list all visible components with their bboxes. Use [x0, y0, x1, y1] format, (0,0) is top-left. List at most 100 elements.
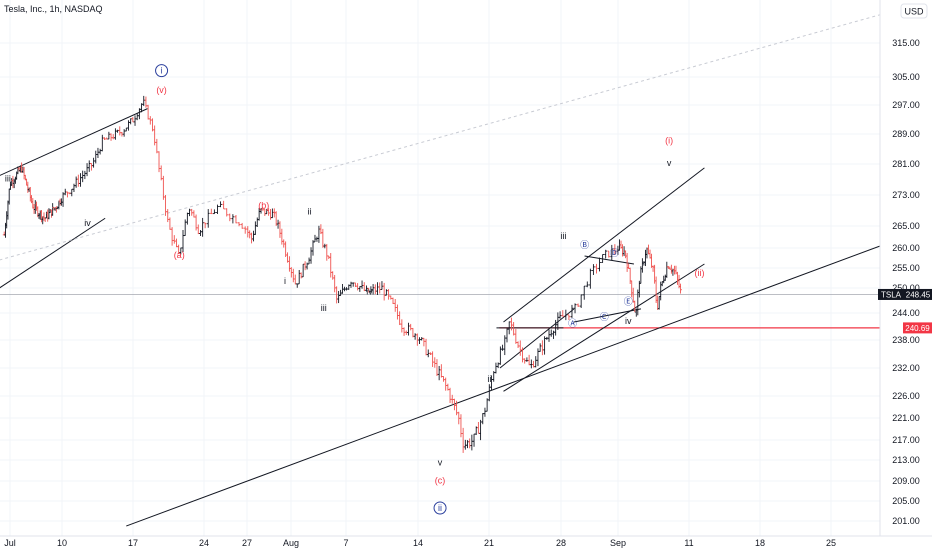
- triangle-upper: [584, 255, 635, 265]
- candle: [439, 364, 443, 378]
- candle: [373, 284, 377, 295]
- wave-label-text: Ⓓ: [610, 248, 619, 258]
- candle: [402, 327, 406, 336]
- candle: [333, 275, 337, 293]
- candle: [601, 254, 605, 263]
- price-tick-label: 273.00: [892, 190, 920, 200]
- price-tick-label: 205.00: [892, 496, 920, 506]
- candle: [525, 357, 529, 362]
- wave-label-circle: [155, 64, 169, 78]
- candle: [85, 163, 89, 177]
- candle: [444, 377, 448, 391]
- candle: [570, 304, 574, 318]
- candle: [133, 115, 137, 126]
- wave-label-text: (ii): [694, 268, 704, 278]
- candle: [190, 208, 194, 216]
- wave-label-text: iii: [321, 303, 327, 313]
- candle: [396, 304, 399, 320]
- price-tick-label: 260.00: [892, 243, 920, 253]
- candle: [161, 175, 165, 200]
- candle: [307, 257, 311, 265]
- candle: [356, 283, 360, 291]
- time-tick-label: 10: [57, 538, 67, 548]
- candle: [362, 282, 366, 292]
- wave-label: Ⓒ: [600, 312, 609, 322]
- wave-label: i: [284, 276, 286, 286]
- candle: [297, 269, 301, 285]
- candle: [219, 201, 222, 208]
- candle: [558, 311, 562, 319]
- candle: [431, 351, 435, 367]
- candle: [585, 281, 589, 288]
- wave-label-text: iv: [366, 286, 373, 296]
- wave-label: (b): [258, 201, 269, 211]
- candle: [607, 250, 611, 258]
- candle: [72, 183, 76, 192]
- support-level-badge: 240.69: [903, 322, 932, 334]
- wave-label-text: v: [667, 158, 672, 168]
- candle: [567, 314, 571, 321]
- candle: [448, 387, 452, 403]
- wave-label: iv: [84, 218, 91, 228]
- currency-label: USD: [904, 7, 924, 17]
- candle: [237, 222, 241, 227]
- candle: [81, 170, 85, 183]
- candle: [127, 120, 130, 131]
- candle: [107, 131, 111, 140]
- wave-label-text: (v): [156, 85, 167, 95]
- trendline-channel-lower: [503, 263, 705, 392]
- candle: [168, 217, 172, 230]
- wave-label: v: [667, 158, 672, 168]
- wave-label-text: iv: [625, 316, 632, 326]
- candle: [331, 271, 335, 280]
- currency-button[interactable]: USD: [900, 3, 928, 19]
- candle: [111, 134, 115, 140]
- wave-label-text: i: [284, 276, 286, 286]
- wave-label: Ⓐ: [568, 319, 577, 329]
- candle: [172, 235, 176, 244]
- candle: [538, 343, 542, 352]
- candle: [642, 261, 646, 266]
- candle: [656, 295, 660, 310]
- candle: [595, 263, 598, 274]
- wave-label-text: (a): [174, 250, 185, 260]
- trendlines: [0, 0, 932, 527]
- candle: [389, 295, 393, 300]
- candle: [206, 209, 210, 228]
- price-tick-label: 255.00: [892, 263, 920, 273]
- candle: [418, 337, 421, 345]
- wave-label-text: iii: [560, 231, 566, 241]
- candle: [676, 271, 679, 285]
- candle: [582, 285, 586, 300]
- wave-label-text: v: [438, 457, 443, 467]
- candle: [477, 421, 480, 434]
- wave-label-text: ii: [308, 206, 312, 216]
- price-tick-label: 238.00: [892, 335, 920, 345]
- wave-label-text: (b): [258, 201, 269, 211]
- candle: [621, 244, 624, 257]
- time-tick-label: 24: [199, 538, 209, 548]
- candle: [282, 239, 286, 248]
- price-tick-label: 250.00: [892, 283, 920, 293]
- candle: [409, 323, 413, 331]
- candle: [669, 264, 673, 274]
- wave-label: iii: [560, 231, 566, 241]
- wave-label-text: Ⓔ: [624, 297, 633, 307]
- candle: [657, 296, 661, 310]
- candle: [231, 214, 235, 224]
- wave-label: Ⓓ: [610, 248, 619, 258]
- candle: [483, 407, 487, 417]
- candle: [225, 208, 229, 217]
- wave-label-text: (c): [435, 476, 446, 486]
- wave-label: ii: [487, 374, 491, 384]
- candle: [518, 340, 522, 356]
- time-tick-label: Sep: [610, 538, 626, 548]
- price-axis[interactable]: [880, 0, 932, 536]
- time-axis[interactable]: Jul 10 17 24 27 Aug 7 14 21 28 Sep 11 18 25: [4, 538, 836, 548]
- wave-label: ii: [308, 206, 312, 216]
- candle: [598, 257, 601, 272]
- wave-label-text: iii: [5, 173, 11, 183]
- last-price-badge: TSLA 248.45: [878, 288, 932, 300]
- candles: [2, 95, 682, 453]
- price-tick-label: 201.00: [892, 516, 920, 526]
